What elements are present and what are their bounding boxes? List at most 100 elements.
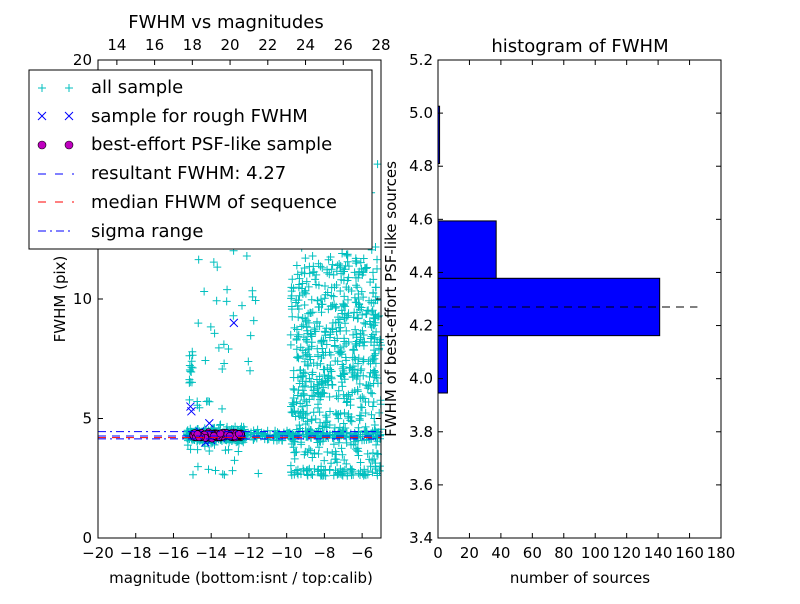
y-tick-label: 10 xyxy=(73,290,92,308)
plus-marker xyxy=(308,470,317,479)
plus-marker xyxy=(216,420,225,429)
plus-marker xyxy=(314,259,323,268)
plus-marker xyxy=(202,397,211,406)
plus-marker xyxy=(193,397,202,406)
plus-marker xyxy=(293,469,302,478)
plus-marker xyxy=(303,417,312,426)
plus-marker xyxy=(350,293,359,302)
plus-marker xyxy=(356,466,365,475)
plus-marker xyxy=(220,359,229,368)
x-tick-label: 120 xyxy=(612,544,641,562)
legend-entry-all-sample: all sample xyxy=(38,77,183,98)
plus-marker xyxy=(193,462,202,471)
top-x-tick-label: 28 xyxy=(371,36,390,54)
plus-marker xyxy=(355,299,364,308)
plus-marker xyxy=(353,446,362,455)
plus-marker xyxy=(360,465,369,474)
plus-marker xyxy=(296,366,305,375)
plus-marker xyxy=(224,344,233,353)
plus-marker xyxy=(299,368,308,377)
plus-marker xyxy=(363,432,372,441)
top-x-tick-label: 14 xyxy=(107,36,126,54)
plus-marker xyxy=(319,383,328,392)
plus-marker xyxy=(356,335,365,344)
plus-marker xyxy=(234,447,243,456)
plus-marker xyxy=(364,306,373,315)
left-y-axis-label: FWHM (pix) xyxy=(51,256,69,343)
plus-marker xyxy=(339,419,348,428)
y-tick-label: 5.0 xyxy=(409,104,433,122)
plus-marker xyxy=(372,440,381,449)
plus-marker xyxy=(314,281,323,290)
cross-marker xyxy=(229,318,239,328)
plus-marker xyxy=(333,334,342,343)
plus-marker xyxy=(38,84,46,92)
bottom-x-tick-label: −20 xyxy=(82,544,114,562)
plus-marker xyxy=(292,425,301,434)
plus-marker xyxy=(185,378,194,387)
plus-marker xyxy=(237,422,246,431)
right-plot-frame xyxy=(437,59,722,539)
plus-marker xyxy=(369,299,378,308)
plus-marker xyxy=(315,322,324,331)
plus-marker xyxy=(371,359,380,368)
plus-marker xyxy=(346,416,355,425)
plus-marker xyxy=(334,438,343,447)
plus-marker xyxy=(185,395,194,404)
plus-marker xyxy=(320,389,329,398)
plus-marker xyxy=(295,421,304,430)
plus-marker xyxy=(358,393,367,402)
plus-marker xyxy=(320,327,329,336)
plus-marker xyxy=(371,459,380,468)
plus-marker xyxy=(338,382,347,391)
plus-marker xyxy=(330,300,339,309)
plus-marker xyxy=(340,292,349,301)
plus-marker xyxy=(354,354,363,363)
plus-marker xyxy=(375,408,384,417)
plus-marker xyxy=(329,440,338,449)
plus-marker xyxy=(287,402,296,411)
plus-marker xyxy=(328,380,337,389)
plus-marker xyxy=(365,372,374,381)
plus-marker xyxy=(313,344,322,353)
plus-marker xyxy=(308,251,317,260)
plus-marker xyxy=(340,313,349,322)
plus-marker xyxy=(363,466,372,475)
plus-marker xyxy=(347,286,356,295)
bottom-x-tick-label: −10 xyxy=(271,544,303,562)
bottom-x-tick-label: −6 xyxy=(351,544,373,562)
plus-marker xyxy=(301,369,310,378)
plus-marker xyxy=(359,254,368,263)
plus-marker xyxy=(321,331,330,340)
plus-marker xyxy=(308,453,317,462)
plus-marker xyxy=(273,430,282,439)
plus-marker xyxy=(187,368,196,377)
plus-marker xyxy=(292,345,301,354)
plus-marker xyxy=(318,348,327,357)
plus-marker xyxy=(341,262,350,271)
x-tick-label: 180 xyxy=(707,544,736,562)
plus-marker xyxy=(295,274,304,283)
plus-marker xyxy=(374,311,383,320)
plus-marker xyxy=(274,435,283,444)
plus-marker xyxy=(188,351,197,360)
plus-marker xyxy=(343,311,352,320)
plus-marker xyxy=(306,446,315,455)
plus-marker xyxy=(369,288,378,297)
plus-marker xyxy=(347,417,356,426)
plus-marker xyxy=(316,392,325,401)
plus-marker xyxy=(366,368,375,377)
plus-marker xyxy=(340,375,349,384)
plus-marker xyxy=(336,371,345,380)
plus-marker xyxy=(300,450,309,459)
plus-marker xyxy=(328,325,337,334)
plus-marker xyxy=(366,334,375,343)
y-tick-label: 5 xyxy=(82,410,92,428)
plus-marker xyxy=(333,410,342,419)
plus-marker xyxy=(347,466,356,475)
plus-marker xyxy=(350,386,359,395)
plus-marker xyxy=(357,287,366,296)
plus-marker xyxy=(222,297,231,306)
plus-marker xyxy=(372,327,381,336)
